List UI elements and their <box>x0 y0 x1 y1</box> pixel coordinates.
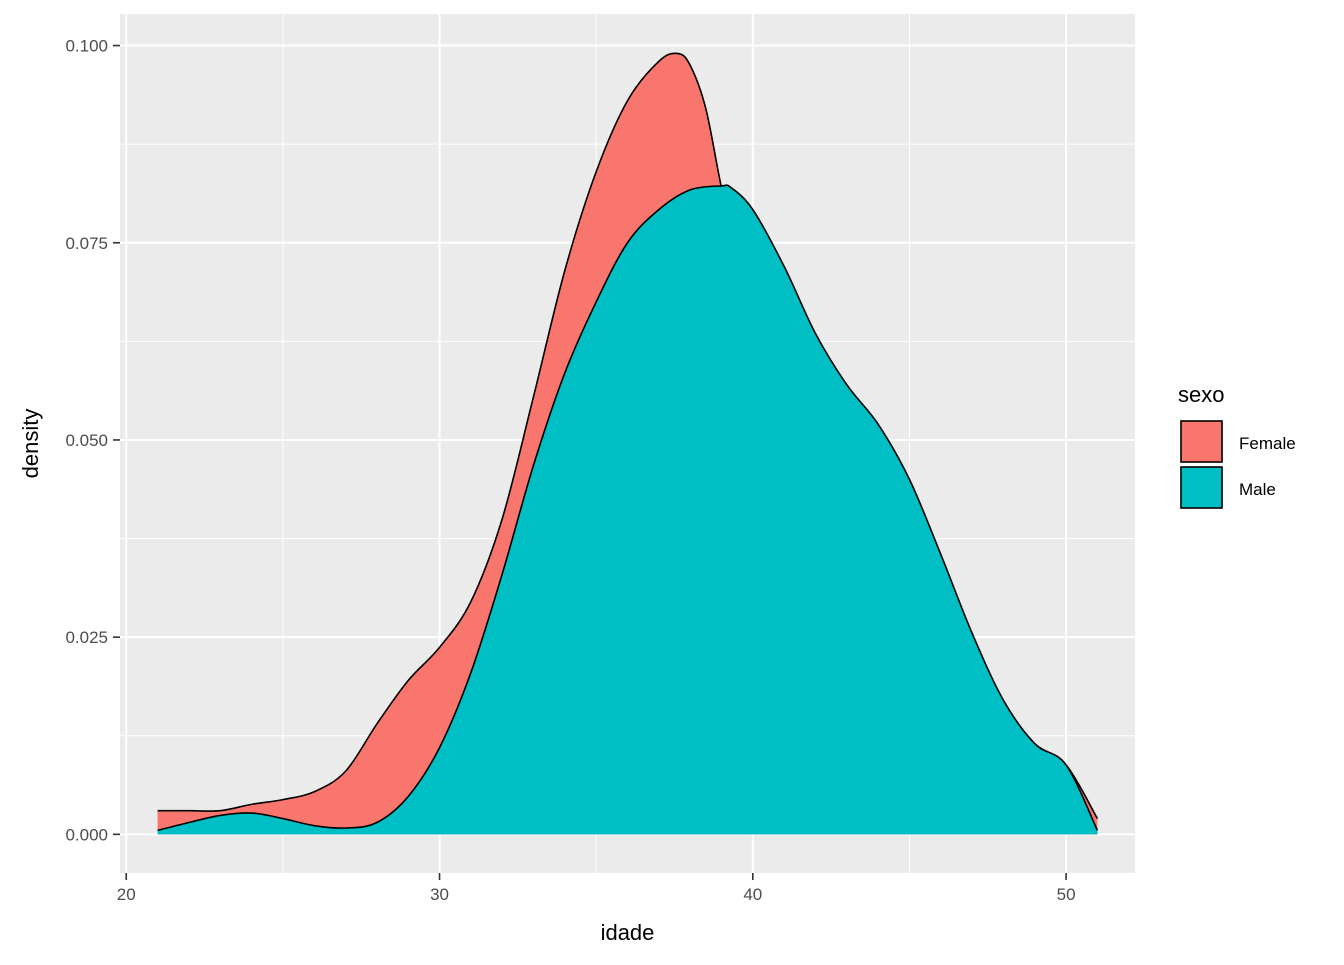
y-axis-title: density <box>18 409 43 479</box>
legend-items: Female Male <box>1180 420 1296 509</box>
y-tick-label: 0.025 <box>65 628 108 647</box>
legend-title: sexo <box>1178 382 1224 407</box>
y-tick-label: 0.000 <box>65 825 108 844</box>
legend-swatch-female <box>1180 420 1223 463</box>
legend-label-female: Female <box>1239 434 1296 453</box>
y-tick-label: 0.100 <box>65 37 108 56</box>
x-tick-label: 20 <box>117 885 136 904</box>
density-line-male <box>157 184 1099 832</box>
y-tick-label: 0.075 <box>65 234 108 253</box>
y-axis: 0.000 0.025 0.050 0.075 0.100 <box>65 37 120 844</box>
x-tick-label: 50 <box>1057 885 1076 904</box>
x-tick-label: 40 <box>743 885 762 904</box>
legend-label-male: Male <box>1239 480 1276 499</box>
legend: sexo Female Male <box>1178 382 1296 509</box>
legend-swatch-male <box>1180 466 1223 509</box>
x-axis: 20 30 40 50 <box>117 873 1076 904</box>
x-axis-title: idade <box>601 920 655 945</box>
density-area-male <box>157 185 1098 835</box>
x-tick-label: 30 <box>430 885 449 904</box>
y-tick-label: 0.050 <box>65 431 108 450</box>
density-areas <box>157 52 1099 835</box>
